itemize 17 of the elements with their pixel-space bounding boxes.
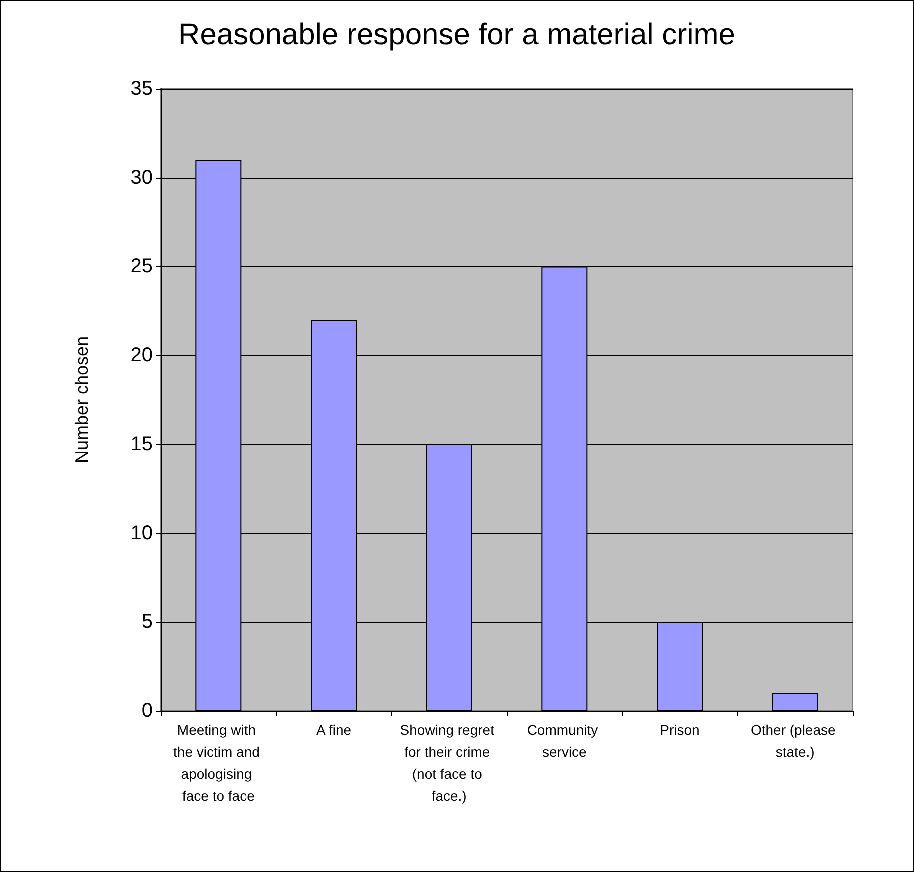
y-tick-label: 15 [130, 433, 153, 456]
y-axis-title: Number chosen [72, 336, 92, 464]
y-tick-label: 5 [142, 611, 153, 634]
y-tick-label: 0 [142, 700, 153, 722]
x-tick-label: Other (please state.) [750, 722, 840, 760]
y-tick-label: 25 [130, 256, 153, 278]
y-tick-label: 35 [130, 78, 153, 100]
x-tick-label: A fine [316, 722, 352, 738]
y-tick-label: 10 [130, 522, 153, 544]
x-tick-label: Prison [660, 722, 700, 738]
y-tick-label: 20 [130, 344, 153, 367]
y-tick-label: 30 [130, 166, 153, 189]
x-tick-label: Meeting with the victim and apologising face to face [174, 722, 264, 804]
x-tick-label: Community service [527, 722, 602, 760]
bar [772, 693, 818, 711]
x-tick-label: Showing regret for their crime (not face to face.) [400, 722, 498, 804]
chart-title: Reasonable response for a material crime [178, 18, 736, 52]
